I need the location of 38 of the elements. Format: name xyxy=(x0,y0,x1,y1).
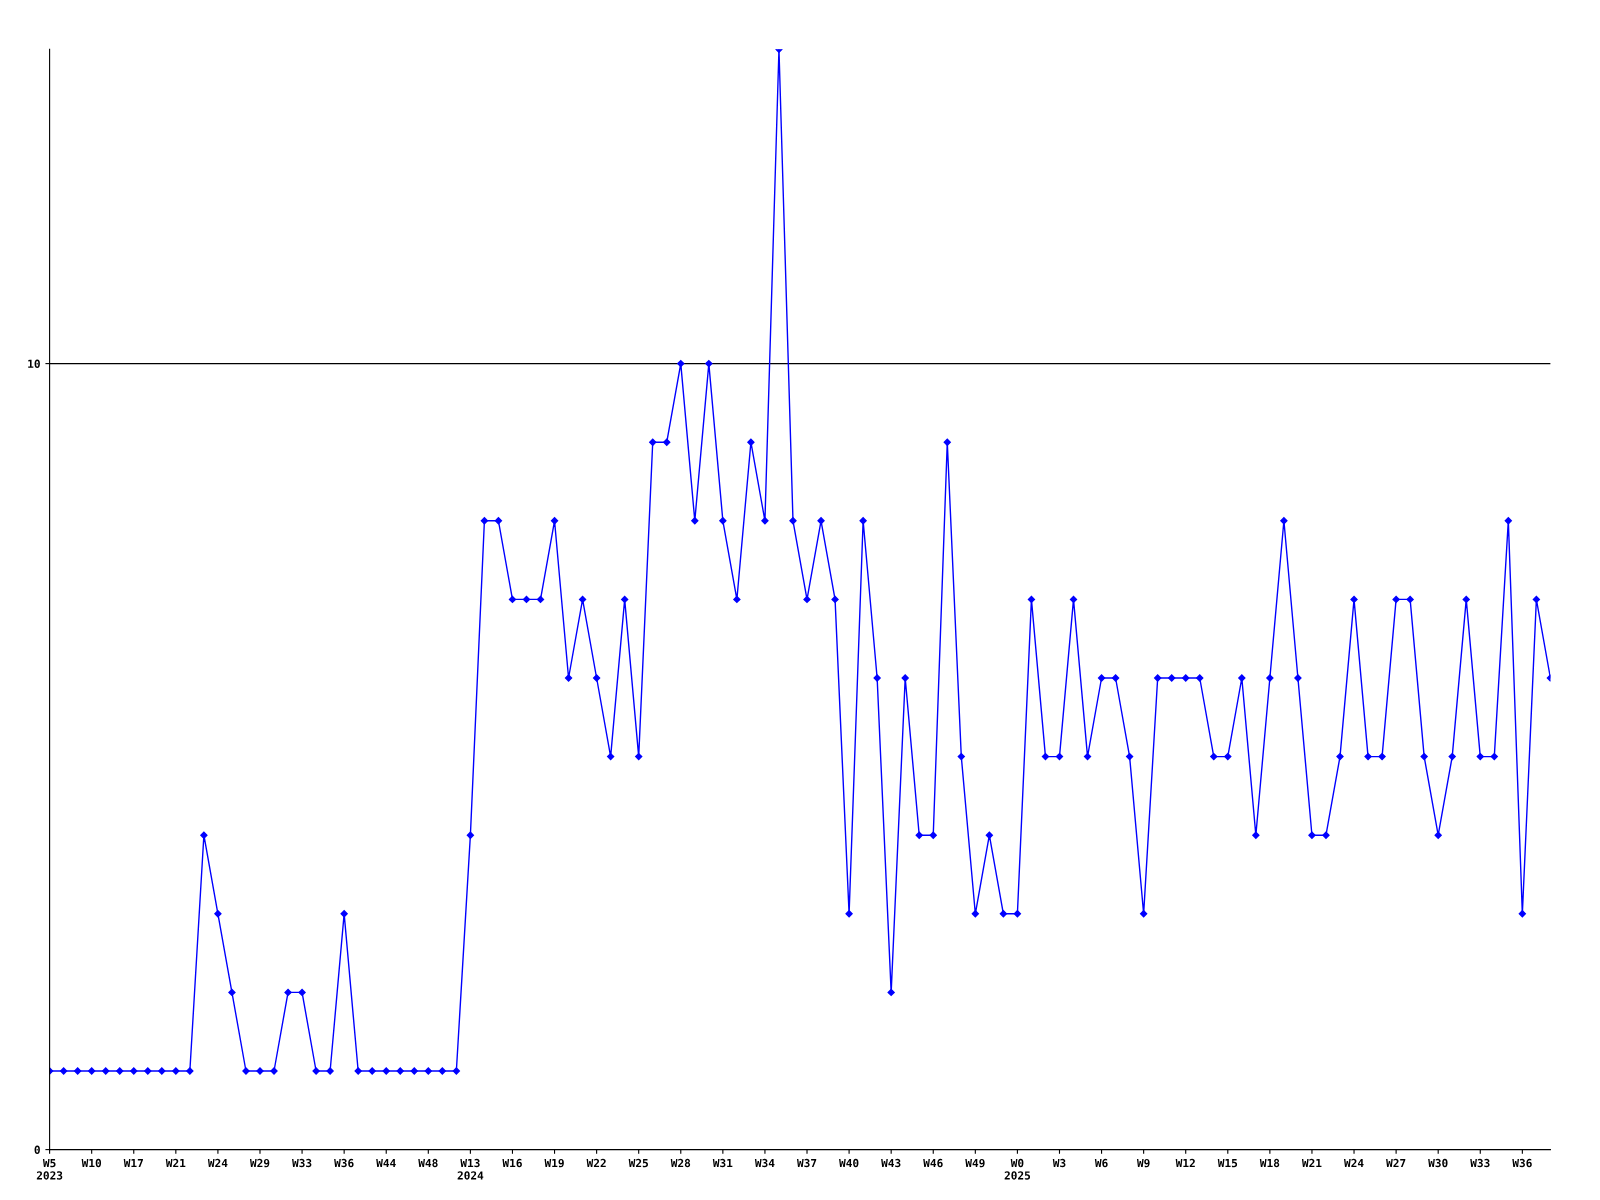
x-tick-label: W27 xyxy=(1386,1158,1406,1168)
x-tick-label: W5 2023 xyxy=(36,1158,63,1180)
x-tick-label: W33 xyxy=(1470,1158,1490,1168)
x-tick-label: W3 xyxy=(1052,1158,1066,1168)
x-tick-label: W40 xyxy=(839,1158,859,1168)
x-tick-label: W12 xyxy=(1175,1158,1195,1168)
x-tick-label: W49 xyxy=(965,1158,985,1168)
x-tick-label: W33 xyxy=(292,1158,312,1168)
x-tick-label: W18 xyxy=(1259,1158,1280,1168)
y-tick-label: 10 xyxy=(28,359,40,368)
x-tick-label: W37 xyxy=(796,1158,817,1168)
x-tick-label: W30 xyxy=(1428,1158,1448,1168)
x-tick-label: W24 xyxy=(207,1158,228,1168)
x-tick-label: W43 xyxy=(881,1158,901,1168)
x-tick-label: W24 xyxy=(1344,1158,1364,1168)
x-tick-label: W36 xyxy=(334,1158,354,1168)
x-tick-label: W17 xyxy=(123,1158,143,1168)
x-tick-label: W6 xyxy=(1094,1158,1108,1168)
x-tick-label: W28 xyxy=(670,1158,691,1168)
x-tick-label: W46 xyxy=(923,1158,943,1168)
x-tick-label: W16 xyxy=(502,1158,522,1168)
x-tick-label: W21 xyxy=(1301,1158,1322,1168)
x-tick-label: W29 xyxy=(249,1158,270,1168)
x-tick-label: W15 xyxy=(1217,1158,1238,1168)
x-tick-label: W48 xyxy=(418,1158,438,1168)
x-tick-label: W25 xyxy=(628,1158,648,1168)
x-tick-label: W10 xyxy=(81,1158,102,1168)
x-tick-label: W36 xyxy=(1512,1158,1532,1168)
x-tick-label: W22 xyxy=(586,1158,606,1168)
y-tick-label: 0 xyxy=(34,1145,40,1154)
x-tick-label: W21 xyxy=(165,1158,186,1168)
x-tick-label: W44 xyxy=(376,1158,396,1168)
x-tick-label: W19 xyxy=(544,1158,564,1168)
x-tick-label: W34 xyxy=(754,1158,775,1168)
x-tick-label: W9 xyxy=(1136,1158,1150,1168)
x-tick-label: W0 2025 xyxy=(1004,1158,1031,1180)
x-tick-label: W31 xyxy=(712,1158,733,1168)
x-tick-label: W13 2024 xyxy=(457,1158,484,1180)
